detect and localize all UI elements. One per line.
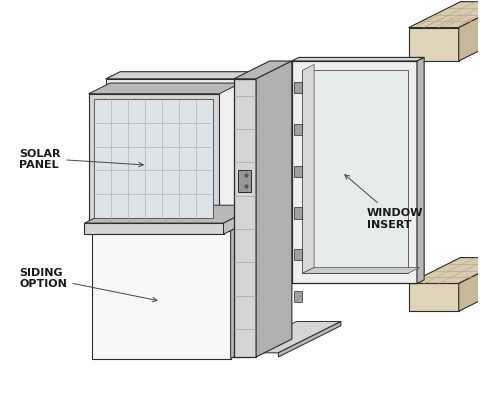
Polygon shape [459,258,480,311]
Polygon shape [234,322,341,353]
Polygon shape [245,73,259,357]
Polygon shape [238,171,251,192]
Polygon shape [278,322,341,357]
Polygon shape [408,2,480,28]
Text: SIDING
OPTION: SIDING OPTION [20,267,157,302]
Polygon shape [408,28,459,62]
Polygon shape [294,83,302,94]
Polygon shape [417,58,424,284]
Polygon shape [408,258,480,284]
Polygon shape [234,80,256,357]
Polygon shape [294,166,302,178]
Polygon shape [302,71,408,274]
Polygon shape [292,58,424,62]
Polygon shape [302,65,314,274]
Polygon shape [459,2,480,62]
Polygon shape [256,62,292,357]
Polygon shape [94,100,214,218]
Polygon shape [92,231,231,359]
Polygon shape [224,206,259,235]
Polygon shape [408,284,459,311]
Polygon shape [89,84,241,95]
Polygon shape [231,224,245,359]
Polygon shape [234,62,292,80]
Polygon shape [92,224,245,231]
Polygon shape [294,125,302,136]
Polygon shape [84,206,259,223]
Polygon shape [294,291,302,302]
Polygon shape [106,80,245,357]
Polygon shape [294,249,302,261]
Polygon shape [302,268,420,274]
Polygon shape [294,208,302,219]
Polygon shape [89,95,219,223]
Text: SOLAR
PANEL: SOLAR PANEL [20,148,143,170]
Text: WINDOW
INSERT: WINDOW INSERT [345,175,423,229]
Polygon shape [292,62,417,284]
Polygon shape [106,73,259,80]
Polygon shape [84,223,224,235]
